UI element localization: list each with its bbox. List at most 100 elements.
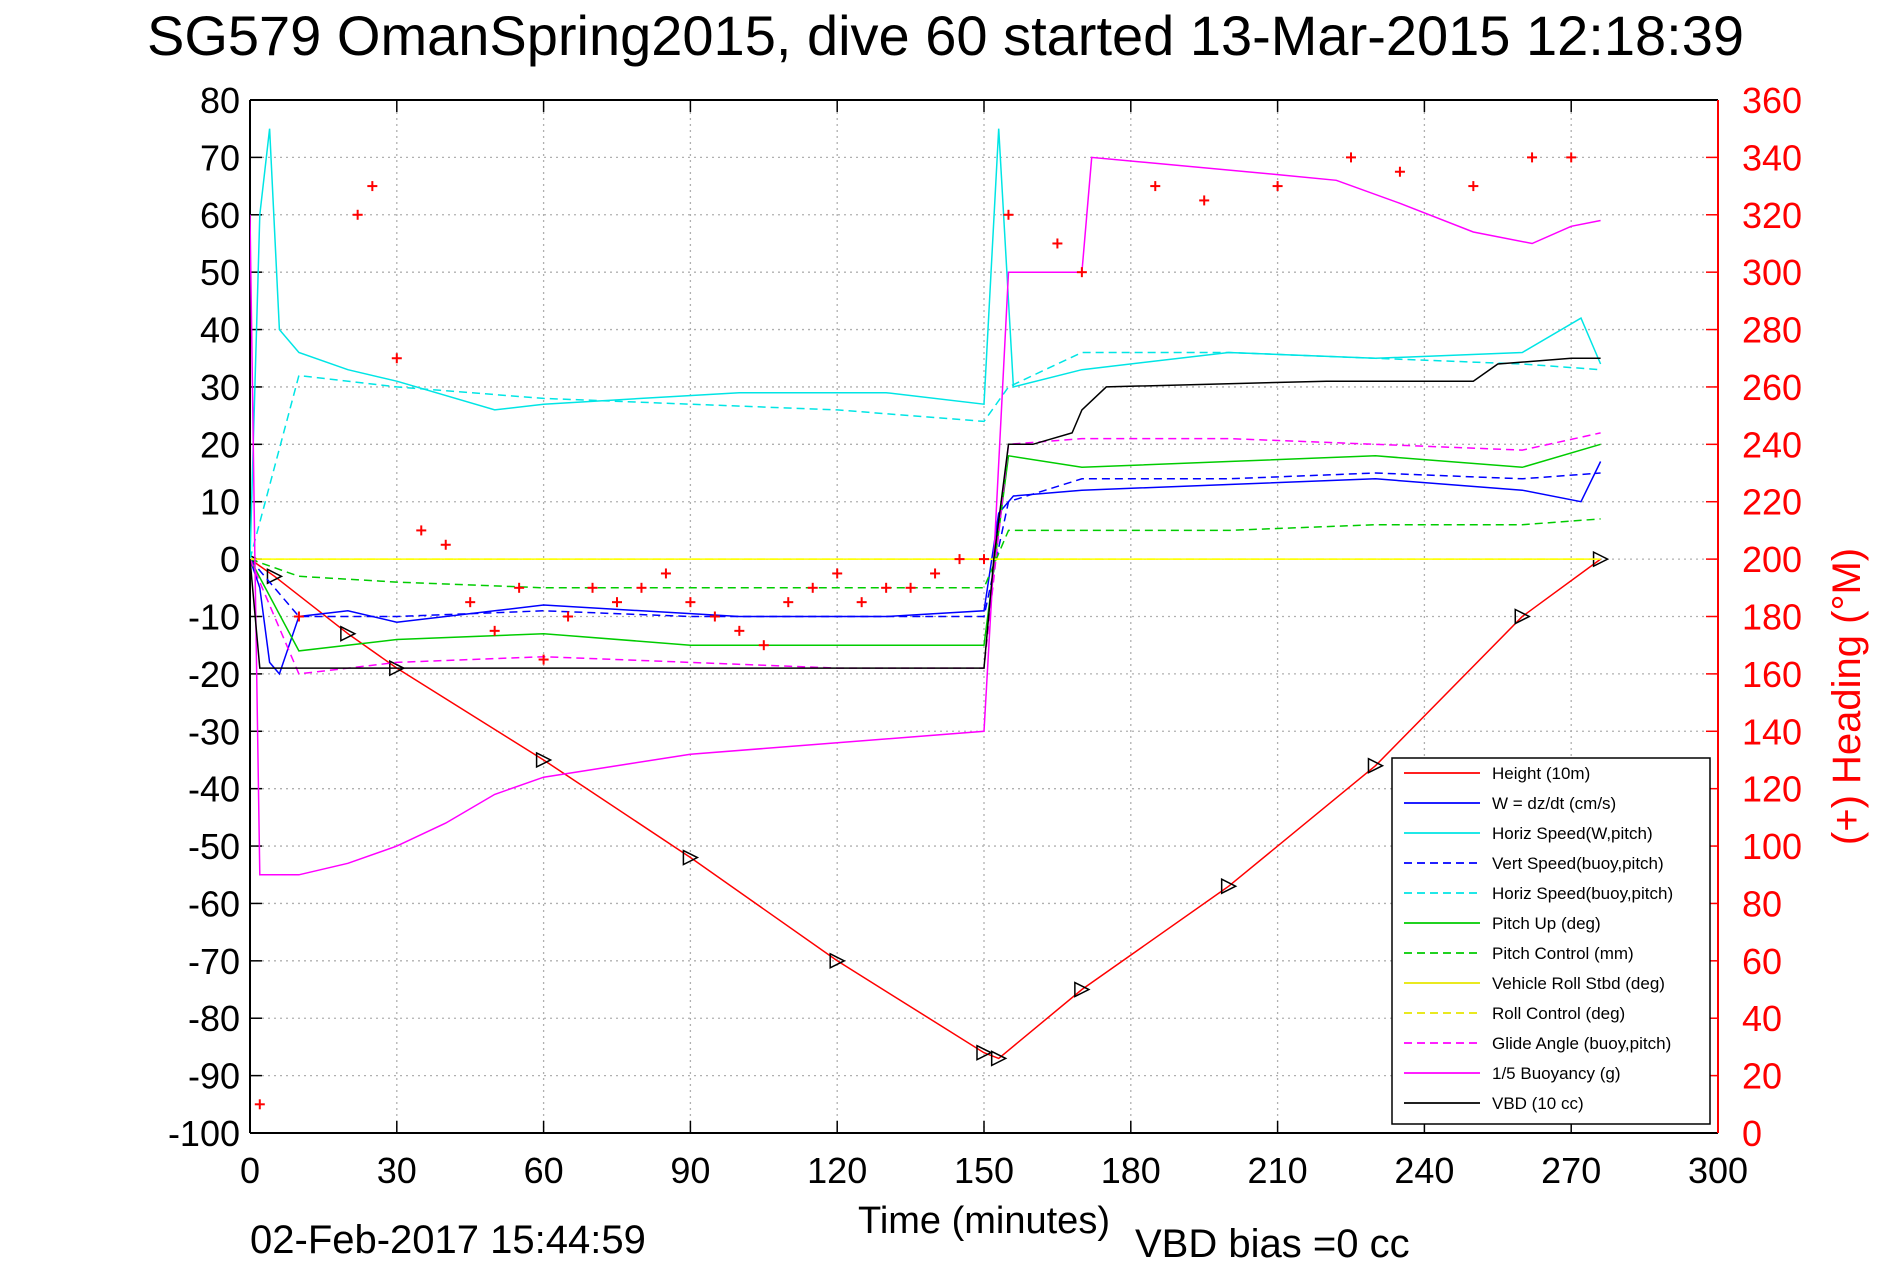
- x-tick-label: 150: [954, 1150, 1014, 1191]
- y-tick-label: -80: [188, 998, 240, 1039]
- y2-tick-label: 240: [1742, 424, 1802, 465]
- y-tick-label: -10: [188, 597, 240, 638]
- heading-point: [1076, 267, 1087, 278]
- legend-entry: Pitch Control (mm): [1492, 944, 1634, 963]
- series-line-pitch-control-mm: [250, 518, 1601, 589]
- legend-entry: VBD (10 cc): [1492, 1094, 1584, 1113]
- legend-entry: W = dz/dt (cm/s): [1492, 794, 1616, 813]
- series-line-horiz-speed-buoy-pitch: [250, 351, 1601, 560]
- legend-entry: Pitch Up (deg): [1492, 914, 1601, 933]
- height-marker: [1074, 981, 1091, 998]
- height-marker: [1220, 878, 1238, 895]
- heading-point: [538, 654, 549, 665]
- y-tick-label: -30: [188, 711, 240, 752]
- heading-point: [1566, 152, 1577, 163]
- x-tick-label: 240: [1394, 1150, 1454, 1191]
- heading-point: [758, 640, 769, 651]
- y2-tick-label: 160: [1742, 654, 1802, 695]
- heading-point: [254, 1099, 265, 1110]
- heading-point: [367, 181, 378, 192]
- x-tick-label: 270: [1541, 1150, 1601, 1191]
- heading-point: [514, 582, 525, 593]
- y-tick-label: -50: [188, 826, 240, 867]
- series-group: [250, 128, 1610, 1110]
- legend-entry: Glide Angle (buoy,pitch): [1492, 1034, 1671, 1053]
- y-tick-label: -70: [188, 941, 240, 982]
- heading-point: [1394, 166, 1405, 177]
- height-marker: [266, 568, 284, 585]
- heading-point: [563, 611, 574, 622]
- y2-tick-label: 100: [1742, 826, 1802, 867]
- series-line-pitch-up-deg: [250, 443, 1601, 652]
- y2-tick-label: 300: [1742, 252, 1802, 293]
- y-tick-label: 0: [220, 539, 240, 580]
- heading-point: [807, 582, 818, 593]
- x-tick-label: 210: [1248, 1150, 1308, 1191]
- y-tick-label: -40: [188, 769, 240, 810]
- y-tick-label: 70: [200, 137, 240, 178]
- y-tick-label: 30: [200, 367, 240, 408]
- y2-tick-label: 280: [1742, 310, 1802, 351]
- series-line-1-5-buoyancy-g: [250, 156, 1601, 876]
- heading-point: [440, 539, 451, 550]
- heading-point: [783, 597, 794, 608]
- heading-point: [979, 554, 989, 565]
- heading-point: [465, 597, 476, 608]
- y-tick-label: -90: [188, 1056, 240, 1097]
- heading-point: [881, 582, 892, 593]
- y2-axis-label: (+) Heading (°M): [1825, 548, 1869, 845]
- height-marker: [1514, 608, 1531, 625]
- y2-tick-label: 0: [1742, 1113, 1762, 1154]
- x-axis-label: Time (minutes): [858, 1200, 1110, 1242]
- legend-entry: 1/5 Buoyancy (g): [1492, 1064, 1621, 1083]
- y2-tick-label: 20: [1742, 1056, 1782, 1097]
- legend-entry: Vert Speed(buoy,pitch): [1492, 854, 1664, 873]
- series-line-height-10m: [250, 558, 1602, 1060]
- heading-point: [489, 625, 500, 636]
- heading-point: [1003, 209, 1014, 220]
- heading-point: [1272, 181, 1283, 192]
- heading-point: [612, 597, 622, 608]
- chart-title: SG579 OmanSpring2015, dive 60 started 13…: [146, 4, 1744, 67]
- y2-tick-label: 140: [1742, 711, 1802, 752]
- y-tick-label: -20: [188, 654, 240, 695]
- legend-entry: Horiz Speed(W,pitch): [1492, 824, 1653, 843]
- heading-point: [391, 353, 402, 364]
- y2-tick-label: 60: [1742, 941, 1782, 982]
- series-line-horiz-speed-w-pitch: [250, 128, 1602, 560]
- y2-tick-label: 340: [1742, 137, 1802, 178]
- height-marker: [976, 1044, 993, 1061]
- y2-tick-label: 180: [1742, 597, 1802, 638]
- heading-point: [930, 568, 941, 579]
- heading-point: [587, 582, 598, 593]
- x-tick-label: 0: [240, 1150, 260, 1191]
- y-tick-label: 20: [200, 424, 240, 465]
- heading-point: [1346, 152, 1356, 163]
- y2-tick-label: 120: [1742, 769, 1802, 810]
- heading-point: [1527, 152, 1538, 163]
- heading-point: [1052, 238, 1063, 249]
- y2-tick-label: 320: [1742, 195, 1802, 236]
- legend-entry: Horiz Speed(buoy,pitch): [1492, 884, 1673, 903]
- y-tick-label: -100: [168, 1113, 240, 1154]
- heading-point: [660, 568, 671, 579]
- heading-point: [352, 209, 363, 220]
- height-marker: [990, 1050, 1008, 1067]
- y2-tick-label: 220: [1742, 482, 1802, 523]
- heading-point: [832, 568, 843, 579]
- height-marker: [340, 625, 357, 642]
- y-tick-label: 80: [200, 80, 240, 121]
- footer-note: VBD bias =0 cc: [1135, 1222, 1410, 1266]
- series-line-w-dz-dt-cm-s: [250, 461, 1602, 676]
- heading-point: [636, 582, 647, 593]
- y2-tick-label: 360: [1742, 80, 1802, 121]
- height-marker: [1367, 757, 1385, 774]
- heading-point: [709, 611, 720, 622]
- y-tick-label: -60: [188, 883, 240, 924]
- heading-point: [416, 525, 427, 536]
- y2-tick-label: 200: [1742, 539, 1802, 580]
- y2-tick-label: 80: [1742, 883, 1782, 924]
- heading-point: [1468, 181, 1479, 192]
